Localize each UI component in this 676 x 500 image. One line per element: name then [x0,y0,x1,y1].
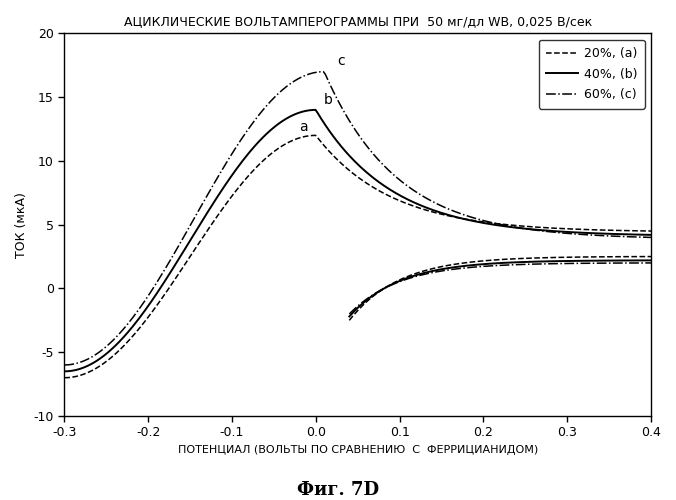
X-axis label: ПОТЕНЦИАЛ (ВОЛЬТЫ ПО СРАВНЕНИЮ  С  ФЕРРИЦИАНИДОМ): ПОТЕНЦИАЛ (ВОЛЬТЫ ПО СРАВНЕНИЮ С ФЕРРИЦИ… [178,445,538,455]
40%, (b) [647,232,655,238]
40%, (b) [410,200,418,205]
Text: Фиг. 7D: Фиг. 7D [297,481,379,499]
Line: 20%, (a): 20%, (a) [64,136,651,378]
20%, (a) [62,374,70,380]
60%, (c) [410,188,418,194]
20%, (a) [557,226,565,232]
60%, (c) [557,230,565,236]
60%, (c) [594,232,602,238]
20%, (a) [594,227,602,233]
Line: 60%, (c): 60%, (c) [64,72,651,365]
Text: b: b [324,94,333,108]
20%, (a) [410,203,418,209]
Text: c: c [337,54,344,68]
20%, (a) [312,132,320,138]
60%, (c) [62,362,70,368]
60%, (c) [647,234,655,240]
60%, (c) [421,194,429,200]
40%, (b) [312,107,320,113]
20%, (a) [60,374,68,380]
40%, (b) [421,204,429,210]
40%, (b) [557,228,565,234]
Text: a: a [299,120,308,134]
Title: АЦИКЛИЧЕСКИЕ ВОЛЬТАМПЕРОГРАММЫ ПРИ  50 мг/дл WB, 0,025 В/сек: АЦИКЛИЧЕСКИЕ ВОЛЬТАМПЕРОГРАММЫ ПРИ 50 мг… [124,15,592,28]
40%, (b) [594,230,602,236]
40%, (b) [60,368,68,374]
20%, (a) [412,204,420,210]
40%, (b) [412,200,420,206]
40%, (b) [62,368,70,374]
20%, (a) [647,228,655,234]
Y-axis label: ТОК (мкА): ТОК (мкА) [15,192,28,258]
Legend: 20%, (a), 40%, (b), 60%, (c): 20%, (a), 40%, (b), 60%, (c) [539,40,645,108]
20%, (a) [421,207,429,213]
60%, (c) [319,68,327,74]
Line: 40%, (b): 40%, (b) [64,110,651,372]
60%, (c) [412,188,420,194]
60%, (c) [60,362,68,368]
